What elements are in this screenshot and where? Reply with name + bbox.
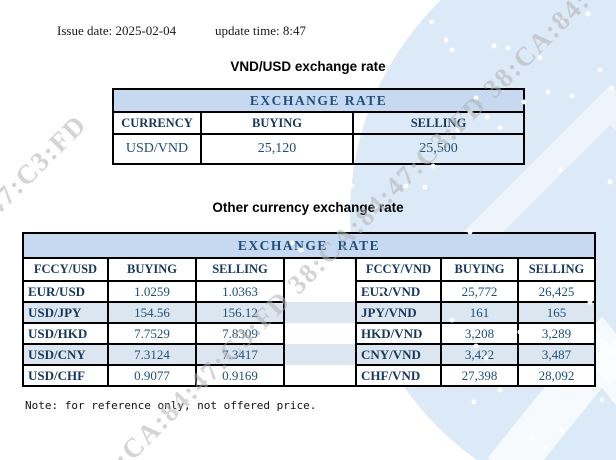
spacer-cell [283, 323, 357, 344]
fccy-usd-column-header: FCCY/USD [22, 257, 109, 282]
currency-column-header: CURRENCY [112, 111, 202, 135]
currency-pair: USD/VND [112, 133, 202, 165]
table-row: EUR/USD 1.0259 1.0363 EUR/VND 25,772 26,… [22, 280, 596, 303]
spacer-cell [283, 257, 357, 281]
table-row: USD/JPY 154.56 156.12 JPY/VND 161 165 [22, 301, 596, 324]
buying-rate: 25,772 [440, 280, 519, 303]
selling-rate: 26,425 [517, 280, 596, 303]
currency-pair: CHF/VND [355, 364, 442, 387]
spacer-cell [283, 365, 357, 387]
table-row: USD/HKD 7.7529 7.8309 HKD/VND 3,208 3,28… [22, 322, 596, 345]
buying-rate: 154.56 [107, 301, 197, 324]
buying-rate: 7.3124 [107, 343, 197, 366]
column-header-row: FCCY/USD BUYING SELLING FCCY/VND BUYING … [22, 257, 596, 282]
selling-column-header: SELLING [351, 111, 526, 135]
currency-pair: JPY/VND [355, 301, 442, 324]
currency-pair: CNY/VND [355, 343, 442, 366]
selling-rate: 1.0363 [195, 280, 285, 303]
buying-rate: 0.9077 [107, 364, 197, 387]
vnd-usd-rate-table: EXCHANGE RATE CURRENCY BUYING SELLING US… [111, 88, 526, 165]
issue-date-text: Issue date: 2025-02-04 [57, 23, 177, 38]
table-row: USD/CNY 7.3124 7.3417 CNY/VND 3,422 3,48… [22, 343, 596, 366]
column-header-row: CURRENCY BUYING SELLING [112, 111, 526, 135]
spacer-cell [283, 281, 357, 302]
selling-rate: 0.9169 [195, 364, 285, 387]
currency-pair: HKD/VND [355, 322, 442, 345]
table-row: USD/VND 25,120 25,500 [112, 133, 526, 165]
spacer-cell [283, 302, 357, 323]
currency-pair: USD/JPY [22, 301, 109, 324]
currency-pair: USD/CNY [22, 343, 109, 366]
other-currency-rate-table: EXCHANGE RATE FCCY/USD BUYING SELLING FC… [22, 232, 596, 387]
other-rates-table-title: Other currency exchange rate [212, 200, 404, 215]
exchange-rate-band: EXCHANGE RATE [22, 232, 596, 259]
selling-rate: 7.8309 [195, 322, 285, 345]
buying-rate: 1.0259 [107, 280, 197, 303]
table-header-row: EXCHANGE RATE [22, 232, 596, 259]
buying-rate: 161 [440, 301, 519, 324]
currency-pair: USD/HKD [22, 322, 109, 345]
selling-column-header: SELLING [517, 257, 596, 282]
buying-rate: 7.7529 [107, 322, 197, 345]
table-row: USD/CHF 0.9077 0.9169 CHF/VND 27,398 28,… [22, 364, 596, 387]
selling-rate: 28,092 [517, 364, 596, 387]
table-header-row: EXCHANGE RATE [111, 88, 526, 113]
selling-rate: 156.12 [195, 301, 285, 324]
selling-rate: 25,500 [351, 133, 526, 165]
buying-column-header: BUYING [440, 257, 519, 282]
selling-rate: 165 [517, 301, 596, 324]
buying-rate: 25,120 [200, 133, 354, 165]
selling-rate: 7.3417 [195, 343, 285, 366]
meta-row: Issue date: 2025-02-04 update time: 8:47 [0, 23, 616, 39]
currency-pair: USD/CHF [22, 364, 109, 387]
selling-column-header: SELLING [195, 257, 285, 282]
exchange-rate-band: EXCHANGE RATE [111, 88, 526, 113]
buying-column-header: BUYING [200, 111, 354, 135]
currency-pair: EUR/USD [22, 280, 109, 303]
spacer-cell [283, 344, 357, 365]
selling-rate: 3,289 [517, 322, 596, 345]
currency-pair: EUR/VND [355, 280, 442, 303]
buying-rate: 3,208 [440, 322, 519, 345]
reference-note: Note: for reference only, not offered pr… [25, 399, 317, 412]
selling-rate: 3,487 [517, 343, 596, 366]
buying-column-header: BUYING [107, 257, 197, 282]
vnd-usd-table-title: VND/USD exchange rate [230, 59, 386, 74]
fccy-vnd-column-header: FCCY/VND [355, 257, 442, 282]
buying-rate: 27,398 [440, 364, 519, 387]
update-time-text: update time: 8:47 [215, 23, 306, 38]
buying-rate: 3,422 [440, 343, 519, 366]
